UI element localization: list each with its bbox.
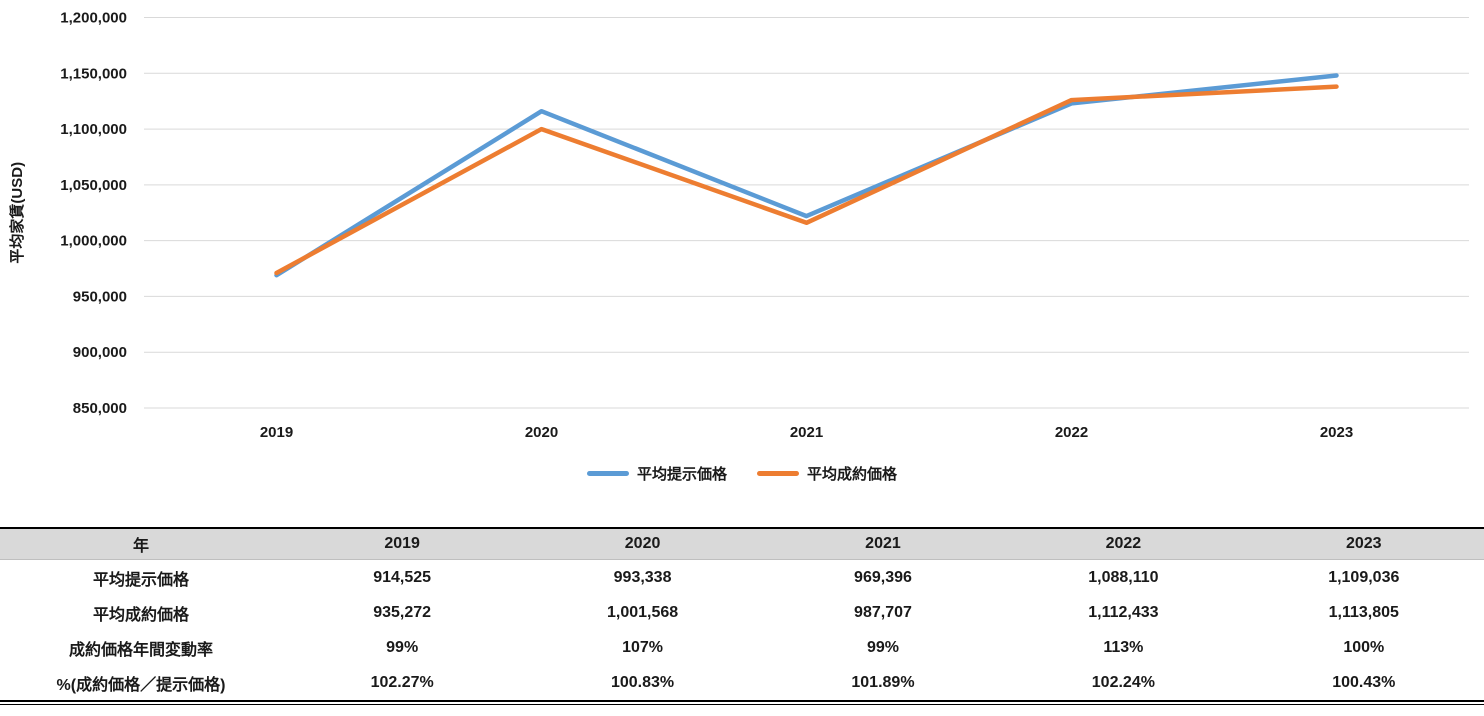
table-header-2022: 2022 [1003, 528, 1244, 560]
y-axis-tick-label: 900,000 [73, 344, 127, 361]
row-label: 平均提示価格 [92, 571, 189, 589]
data-table-wrapper: 年 2019 2020 2021 2022 2023 平均提示価格 914,525 993,3… [0, 527, 1484, 705]
legend-label-1: 平均成約価格 [807, 465, 898, 483]
table-header-2020: 2020 [522, 528, 763, 560]
row-label: 成約価格年間変動率 [68, 641, 213, 659]
table-cell: 935,272 [373, 603, 432, 621]
legend-item-0: 平均提示価格 [586, 463, 727, 484]
y-axis-tick-label: 1,100,000 [60, 121, 127, 138]
y-axis-tick-label: 950,000 [73, 288, 127, 305]
table-cell: 100% [1343, 638, 1385, 656]
table-cell: 99% [386, 638, 419, 656]
table-cell: 1,088,110 [1088, 568, 1159, 586]
table-cell: 102.27% [370, 673, 434, 691]
legend-item-1: 平均成約価格 [757, 463, 897, 484]
line-chart: 850,000 900,000 950,000 1,000,000 1,050,000 1… [8, 10, 1469, 441]
x-axis-label: 2022 [1055, 424, 1088, 441]
y-axis-tick-label: 1,000,000 [60, 233, 127, 250]
legend-line-swatch-1 [757, 470, 799, 476]
table-cell: 100.83% [610, 673, 675, 691]
y-axis-tick-label: 1,050,000 [60, 177, 127, 194]
x-axis-label: 2020 [525, 424, 558, 441]
row-label: 平均成約価格 [92, 606, 189, 624]
table-header-2019: 2019 [281, 528, 523, 560]
legend-line-swatch-0 [586, 470, 629, 476]
table-header-row: 年 2019 2020 2021 2022 2023 [0, 528, 1484, 560]
row-label: %(成約価格／提示価格) [56, 676, 226, 694]
table-head: 年 2019 2020 2021 2022 2023 [0, 528, 1484, 560]
x-axis-label: 2019 [260, 424, 293, 441]
table-cell: 100.43% [1332, 673, 1396, 691]
table-header-year: 年 [0, 528, 282, 560]
x-axis-label: 2023 [1320, 424, 1353, 441]
legend-label-0: 平均提示価格 [636, 465, 727, 483]
table-cell: 914,525 [373, 568, 432, 586]
x-axis-label: 2021 [790, 424, 823, 441]
table-cell: 1,001,568 [606, 603, 679, 621]
table-cell: 1,113,805 [1328, 603, 1399, 621]
table-cell: 1,112,433 [1088, 603, 1159, 621]
table-cell: 969,396 [854, 568, 912, 586]
series-line-0 [274, 73, 1339, 278]
y-axis-title: 平均家賃(USD) [8, 162, 26, 264]
table-header-2023: 2023 [1243, 528, 1484, 560]
table-cell: 102.24% [1091, 673, 1155, 691]
y-axis-tick-label: 850,000 [73, 400, 127, 417]
chart-legend: 平均提示価格 平均成約価格 [0, 458, 1484, 488]
y-axis-tick-label: 1,200,000 [60, 10, 127, 27]
table-row-0: 平均提示価格 914,525 993,338 969,396 1,088,110 1,10… [0, 560, 1484, 596]
table-cell: 107% [622, 638, 664, 656]
table-row-3: %(成約価格／提示価格) 102.27% 100.83% 101.89% 102.24%… [0, 665, 1484, 701]
table-cell: 987,707 [854, 603, 912, 621]
y-axis-tick-label: 1,150,000 [60, 65, 127, 82]
data-table: 年 2019 2020 2021 2022 2023 平均提示価格 914,525 993,3… [0, 527, 1484, 702]
table-header-2021: 2021 [762, 528, 1004, 560]
table-cell: 1,109,036 [1328, 568, 1400, 586]
table-cell: 101.89% [851, 673, 915, 691]
series-line-1 [274, 84, 1339, 276]
table-cell: 113% [1103, 638, 1144, 656]
table-cell: 993,338 [613, 568, 672, 586]
table-row-1: 平均成約価格 935,272 1,001,568 987,707 1,112,433 1,… [0, 595, 1484, 630]
table-cell: 99% [866, 638, 899, 656]
table-row-2: 成約価格年間変動率 99% 107% 99% 113% 100% [0, 630, 1484, 665]
table-body: 平均提示価格 914,525 993,338 969,396 1,088,110 1,10… [0, 560, 1484, 702]
